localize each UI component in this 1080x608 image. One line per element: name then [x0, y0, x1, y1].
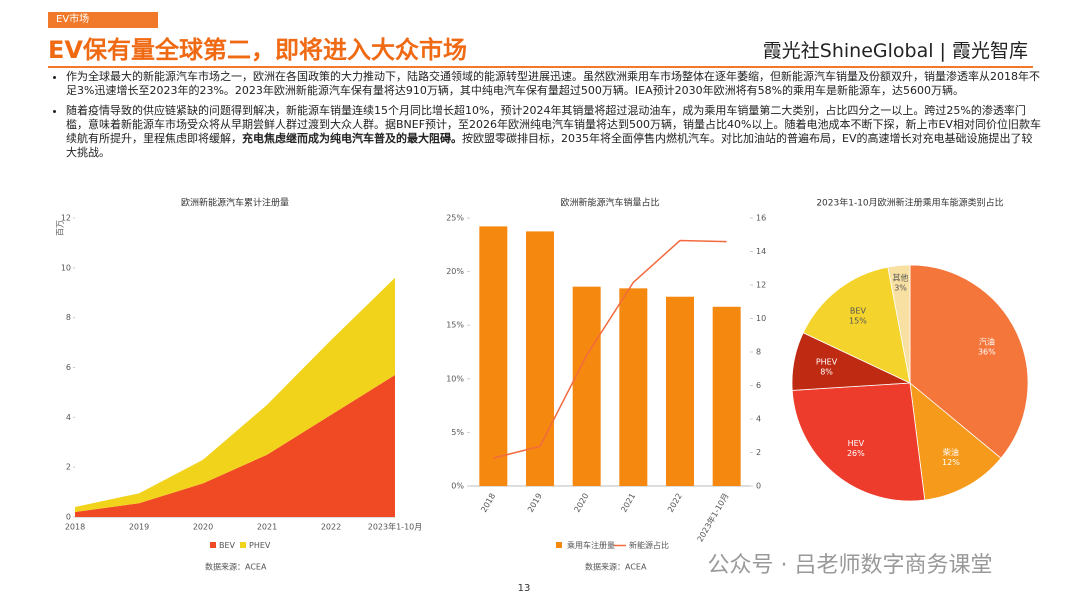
- chart-title: 欧洲新能源汽车累计注册量: [181, 197, 289, 209]
- chart-title: 2023年1-10月欧洲新注册乘用车能源类别占比: [816, 197, 1003, 209]
- legend-swatch: [210, 542, 216, 548]
- pie-slice: [802, 266, 911, 384]
- legend-label: 新能源占比: [629, 540, 669, 550]
- x-tick-label: 2019: [129, 523, 149, 532]
- legend-swatch: [556, 542, 562, 548]
- slide-title: EV保有量全球第二，即将进入大众市场: [48, 36, 467, 64]
- slice-value: 36%: [978, 347, 996, 356]
- area: [75, 374, 395, 517]
- bar: [572, 286, 601, 486]
- slice-value: 12%: [942, 458, 960, 467]
- bullets: 作为全球最大的新能源汽车市场之一，欧洲在各国政策的大力推动下，陆路交通领域的能源…: [50, 70, 1041, 166]
- x-tick-label: 2020: [193, 523, 213, 532]
- slice-label: 柴油: [943, 447, 959, 457]
- text: 随着疫情导致的供应链紧缺的问题得到解决，新能源车销量连续15个月同比增长超10%…: [66, 104, 1041, 145]
- x-tick-label: 2022: [321, 523, 341, 532]
- section-tag: EV市场: [48, 12, 158, 28]
- y-tick-label: 0: [66, 513, 71, 522]
- y-tick-label: 8: [66, 313, 71, 322]
- y-tick-label: 5%: [451, 428, 464, 437]
- slice-label: PHEV: [816, 358, 838, 367]
- y2-tick-label: 14: [756, 247, 766, 256]
- legend-label: BEV: [219, 541, 236, 550]
- slice-label: 其他: [893, 273, 909, 283]
- bar: [619, 288, 648, 486]
- slice-label: HEV: [848, 439, 865, 448]
- x-tick-label: 2021: [257, 523, 277, 532]
- legend-label: 乘用车注册量: [567, 540, 615, 550]
- bar: [526, 231, 554, 486]
- brand-name: 霞光智库: [951, 40, 1028, 62]
- pie-slice: [791, 382, 926, 502]
- slice-value: 26%: [847, 449, 865, 458]
- y2-tick-label: 0: [756, 482, 761, 491]
- y-tick-label: 12: [61, 214, 71, 223]
- y2-tick-label: 16: [756, 214, 766, 223]
- slice-label: BEV: [850, 306, 867, 315]
- x-tick-label: 2018: [479, 492, 497, 514]
- pie-slice: [909, 264, 1029, 459]
- y-tick-label: 0%: [451, 482, 464, 491]
- y2-tick-label: 12: [756, 281, 766, 290]
- text: 按欧盟零碳排目标，2035年将全面停售内燃机汽车。对比加油站的普遍布局，EV的高…: [66, 132, 1033, 159]
- slice-label: 汽油: [979, 336, 995, 346]
- pie-slice: [887, 264, 911, 384]
- watermark: 公众号 · 吕老师数字商务课堂: [708, 553, 993, 578]
- title-rule: [48, 66, 1033, 68]
- chart-title: 欧洲新能源汽车销量占比: [560, 197, 659, 209]
- source: 数据来源：ACEA: [205, 562, 267, 572]
- slice-value: 3%: [894, 284, 907, 293]
- y-tick-label: 20%: [446, 267, 464, 276]
- y2-tick-label: 6: [756, 381, 761, 390]
- legend-swatch: [240, 542, 246, 548]
- bullet: 作为全球最大的新能源汽车市场之一，欧洲在各国政策的大力推动下，陆路交通领域的能源…: [66, 70, 1041, 98]
- x-tick-label: 2018: [65, 523, 85, 532]
- y-tick-label: 15%: [446, 321, 464, 330]
- legend-label: PHEV: [249, 541, 271, 550]
- bar: [712, 306, 741, 486]
- bullet: 随着疫情导致的供应链紧缺的问题得到解决，新能源车销量连续15个月同比增长超10%…: [66, 104, 1041, 160]
- x-tick-label: 2019: [526, 492, 544, 514]
- x-tick-label: 2023年1-10月: [695, 491, 731, 543]
- slice-value: 8%: [820, 368, 833, 377]
- x-tick-label: 2020: [573, 492, 591, 514]
- y-tick-label: 25%: [446, 214, 464, 223]
- pie-slice: [909, 382, 1002, 501]
- source: 数据来源：ACEA: [585, 562, 647, 572]
- y2-tick-label: 10: [756, 314, 766, 323]
- y-tick-label: 4: [66, 413, 71, 422]
- y2-tick-label: 4: [756, 415, 761, 424]
- x-tick-label: 2021: [619, 492, 637, 514]
- y-axis-label: 百万: [56, 220, 65, 236]
- y2-tick-label: 2: [756, 448, 761, 457]
- brand: 霞光社ShineGlobal | 霞光智库: [762, 40, 1028, 62]
- y-tick-label: 2: [66, 463, 71, 472]
- slice-value: 15%: [849, 316, 867, 325]
- y-tick-label: 6: [66, 363, 71, 372]
- y-tick-label: 10: [61, 263, 71, 272]
- x-tick-label: 2022: [666, 492, 684, 514]
- y2-tick-label: 8: [756, 348, 761, 357]
- bar: [666, 296, 694, 486]
- bar: [479, 226, 508, 486]
- area: [75, 277, 395, 513]
- page-number: 13: [518, 583, 531, 594]
- bold-text: 充电焦虑继而成为纯电汽车普及的最大阻碍。: [242, 132, 462, 145]
- x-tick-label: 2023年1-10月: [368, 522, 423, 532]
- y-tick-label: 10%: [446, 374, 464, 383]
- brand-name: 霞光社ShineGlobal: [762, 40, 934, 62]
- line: [493, 239, 727, 459]
